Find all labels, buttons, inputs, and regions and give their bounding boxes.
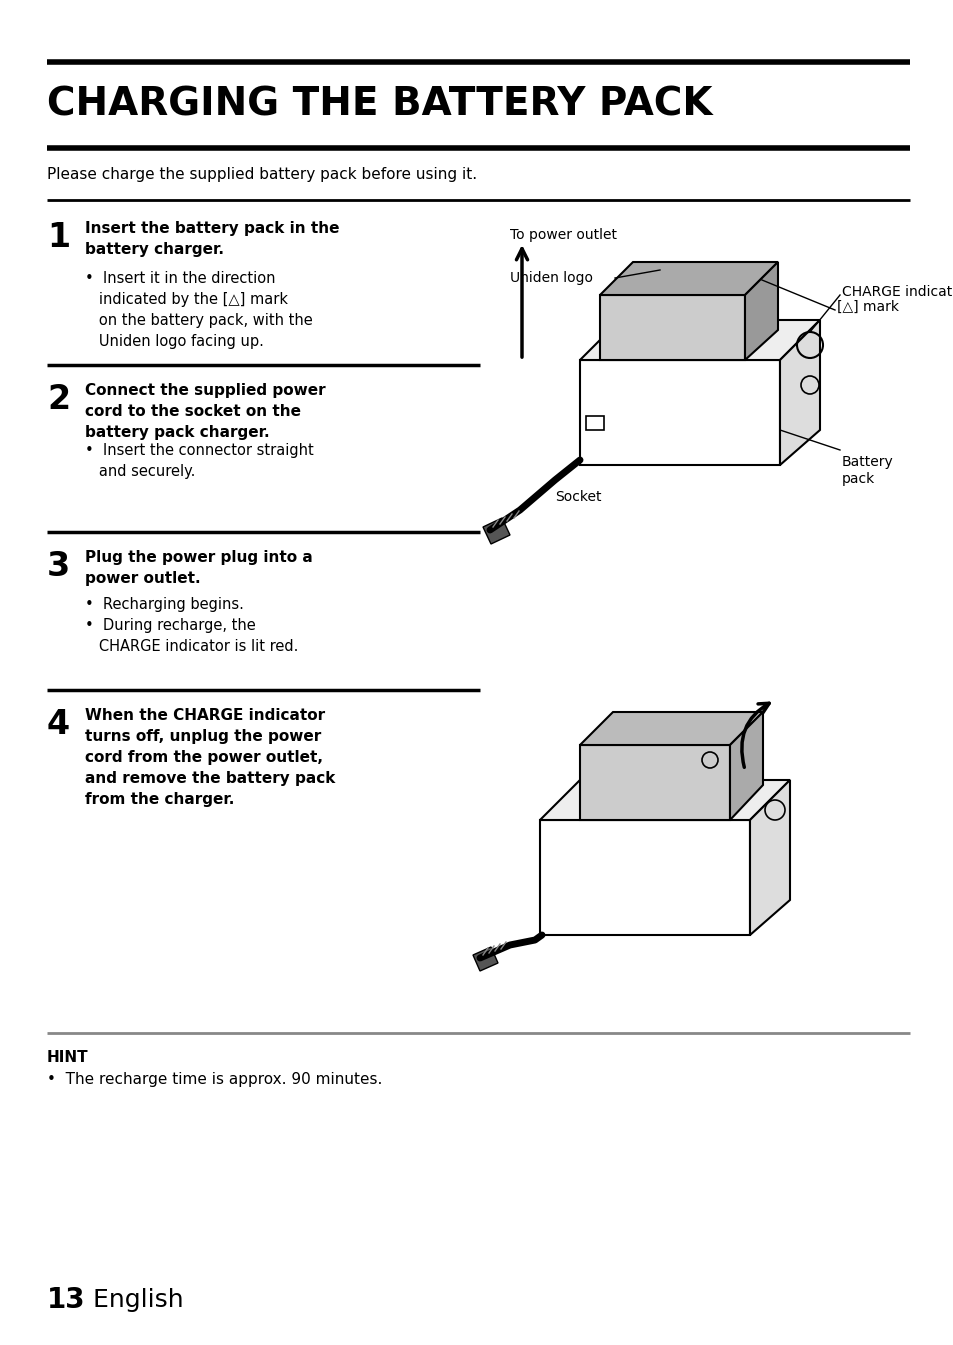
Polygon shape	[539, 780, 789, 820]
Text: Please charge the supplied battery pack before using it.: Please charge the supplied battery pack …	[47, 168, 476, 183]
Polygon shape	[579, 360, 780, 465]
Text: •  Insert the connector straight
   and securely.: • Insert the connector straight and secu…	[85, 443, 314, 479]
Polygon shape	[579, 320, 820, 360]
Polygon shape	[539, 820, 749, 935]
Text: HINT: HINT	[47, 1050, 89, 1065]
Polygon shape	[482, 518, 510, 543]
Polygon shape	[473, 947, 497, 971]
Text: CHARGE indicator: CHARGE indicator	[841, 285, 953, 299]
Text: •  Insert it in the direction
   indicated by the [△] mark
   on the battery pac: • Insert it in the direction indicated b…	[85, 270, 313, 348]
Text: Connect the supplied power
cord to the socket on the
battery pack charger.: Connect the supplied power cord to the s…	[85, 383, 325, 440]
Polygon shape	[579, 712, 762, 745]
Polygon shape	[729, 712, 762, 820]
Bar	[585, 416, 603, 430]
Text: 3: 3	[47, 550, 71, 582]
Text: CHARGING THE BATTERY PACK: CHARGING THE BATTERY PACK	[47, 86, 712, 124]
Text: •  The recharge time is approx. 90 minutes.: • The recharge time is approx. 90 minute…	[47, 1072, 382, 1087]
Polygon shape	[744, 262, 778, 360]
Polygon shape	[780, 320, 820, 465]
Text: Uniden logo: Uniden logo	[510, 270, 593, 285]
Text: 4: 4	[47, 707, 71, 741]
Text: 13: 13	[47, 1286, 86, 1314]
Text: •  Recharging begins.
•  During recharge, the
   CHARGE indicator is lit red.: • Recharging begins. • During recharge, …	[85, 597, 298, 654]
Text: When the CHARGE indicator
turns off, unplug the power
cord from the power outlet: When the CHARGE indicator turns off, unp…	[85, 707, 335, 807]
Text: Plug the power plug into a
power outlet.: Plug the power plug into a power outlet.	[85, 550, 313, 586]
Polygon shape	[579, 745, 729, 820]
Polygon shape	[749, 780, 789, 935]
Text: [△] mark: [△] mark	[836, 300, 898, 313]
Text: To power outlet: To power outlet	[510, 229, 617, 242]
Polygon shape	[599, 295, 744, 360]
Text: 2: 2	[47, 383, 71, 416]
Polygon shape	[599, 262, 778, 295]
Text: 1: 1	[47, 221, 71, 254]
Text: English: English	[77, 1289, 183, 1311]
Text: Socket: Socket	[554, 490, 600, 504]
Text: Insert the battery pack in the
battery charger.: Insert the battery pack in the battery c…	[85, 221, 339, 257]
Text: Battery
pack: Battery pack	[841, 455, 893, 487]
